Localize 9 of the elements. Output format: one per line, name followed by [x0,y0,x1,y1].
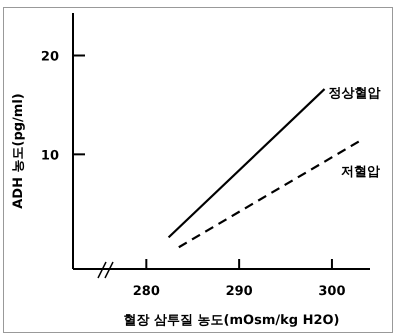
x-axis-title: 혈장 삼투질 농도(mOsm/kg H2O) [123,313,340,328]
x-tick-label: 280 [132,284,160,299]
y-tick-label: 20 [40,50,59,64]
series-label: 정상혈압 [328,86,381,102]
y-tick-label: 10 [40,148,59,164]
y-axis-title: ADH 농도(pg/ml) [11,93,26,209]
x-tick-label: 290 [226,284,253,299]
series-label: 저혈압 [340,164,380,180]
x-tick-label: 300 [318,284,346,299]
